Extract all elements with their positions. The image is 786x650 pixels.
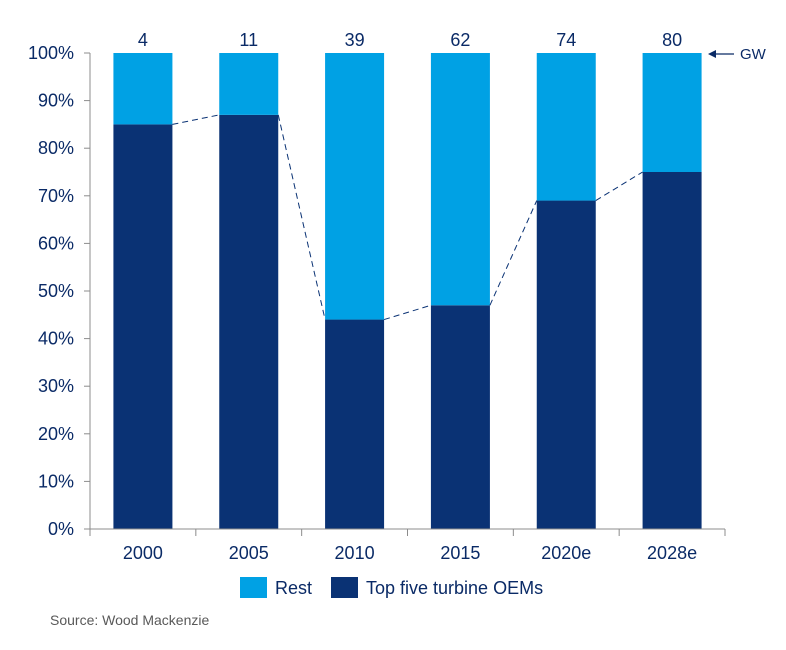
y-tick-label: 70% xyxy=(38,186,74,206)
top-labels: 4 11 39 62 74 80 GW xyxy=(138,30,767,63)
connector-segment xyxy=(277,114,326,320)
y-tick-label: 10% xyxy=(38,471,74,491)
bar-rest-2015 xyxy=(430,53,490,306)
top-label: 4 xyxy=(138,30,148,50)
bar-top-five-2010 xyxy=(325,319,385,529)
legend: Rest Top five turbine OEMs xyxy=(240,577,543,598)
bar-rest-2000 xyxy=(113,53,173,125)
y-tick-label: 50% xyxy=(38,281,74,301)
y-axis: 0% 10% 20% 30% 40% 50% 60% 70% 80% 90% 100% xyxy=(28,43,91,539)
bar-rest-2005 xyxy=(219,53,279,115)
bar-top-five-2020e xyxy=(536,200,596,529)
y-tick-label: 90% xyxy=(38,91,74,111)
bar-top-five-2028e xyxy=(642,172,702,529)
connector-segment xyxy=(172,114,220,125)
connector-segment xyxy=(383,304,432,321)
bar-top-five-2015 xyxy=(430,305,490,529)
legend-swatch-top-five xyxy=(331,577,358,598)
gw-unit-label: GW xyxy=(740,46,767,63)
bar-top-five-2005 xyxy=(219,114,279,529)
bar-rest-2028e xyxy=(642,53,702,172)
source-note: Source: Wood Mackenzie xyxy=(50,612,210,628)
y-tick-label: 30% xyxy=(38,376,74,396)
gw-arrow-head xyxy=(708,50,716,58)
top-label: 74 xyxy=(556,30,576,50)
connector-segment xyxy=(595,171,643,201)
top-label: 80 xyxy=(662,30,682,50)
x-tick-label: 2010 xyxy=(335,543,375,563)
x-tick-label: 2015 xyxy=(440,543,480,563)
x-tick-label: 2000 xyxy=(123,543,163,563)
legend-swatch-rest xyxy=(240,577,267,598)
bar-rest-2020e xyxy=(536,53,596,201)
bar-top-five-2000 xyxy=(113,124,173,530)
top-label: 39 xyxy=(345,30,365,50)
y-tick-label: 20% xyxy=(38,424,74,444)
x-tick-label: 2005 xyxy=(229,543,269,563)
top-label: 62 xyxy=(450,30,470,50)
x-tick-label: 2028e xyxy=(647,543,697,563)
bar-rest-2010 xyxy=(325,53,385,320)
connector-line xyxy=(172,114,643,321)
legend-label-rest: Rest xyxy=(275,578,312,598)
y-tick-label: 40% xyxy=(38,329,74,349)
y-tick-label: 80% xyxy=(38,138,74,158)
top-label: 11 xyxy=(239,30,258,50)
y-tick-label: 60% xyxy=(38,233,74,253)
y-tick-label: 0% xyxy=(48,519,74,539)
bars xyxy=(113,53,702,530)
x-axis: 2000 2005 2010 2015 2020e 2028e xyxy=(89,528,726,563)
legend-label-top-five: Top five turbine OEMs xyxy=(366,578,543,598)
connector-segment xyxy=(489,200,538,306)
y-tick-label: 100% xyxy=(28,43,74,63)
x-tick-label: 2020e xyxy=(541,543,591,563)
